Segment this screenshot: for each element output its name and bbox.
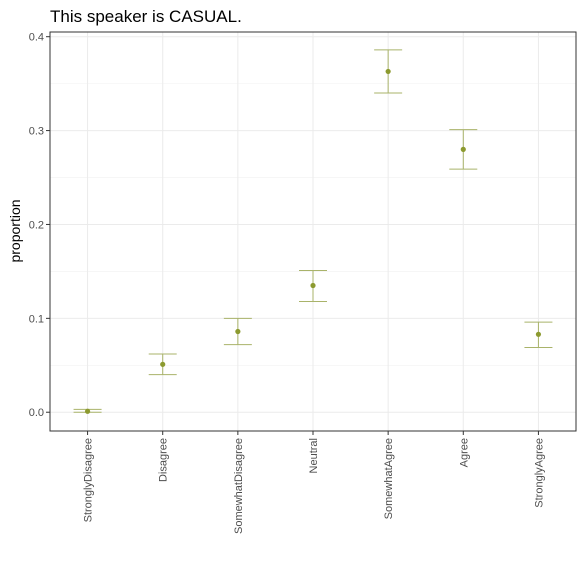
plot-panel: 0.0 0.1 0.2 0.3 0.4 StronglyDisagree Disagree S…	[29, 31, 577, 534]
data-point	[84, 408, 91, 414]
chart-title: This speaker is CASUAL.	[50, 7, 242, 26]
data-point	[310, 282, 316, 289]
y-tick-label: 0.1	[29, 313, 44, 325]
x-tick-label: SomewhatDisagree	[233, 438, 245, 534]
x-tick-label: SomewhatAgree	[383, 438, 395, 519]
panel-border	[49, 31, 577, 432]
y-tick-label: 0.3	[29, 126, 44, 138]
data-point	[460, 146, 466, 152]
data-point	[235, 328, 241, 335]
data-point	[535, 331, 542, 337]
data-point	[385, 68, 391, 75]
data-point	[160, 361, 166, 367]
x-tick-label: StronglyDisagree	[83, 438, 95, 522]
x-tick-label: Neutral	[308, 438, 320, 473]
y-tick-label: 0.4	[29, 32, 44, 44]
y-tick-label: 0.0	[29, 407, 44, 419]
x-tick-label: StronglyAgree	[533, 438, 545, 508]
x-tick-label: Agree	[458, 438, 470, 467]
x-tick-label: Disagree	[158, 438, 170, 482]
y-tick-label: 0.2	[29, 219, 44, 231]
y-axis-label: proportion	[7, 199, 23, 262]
